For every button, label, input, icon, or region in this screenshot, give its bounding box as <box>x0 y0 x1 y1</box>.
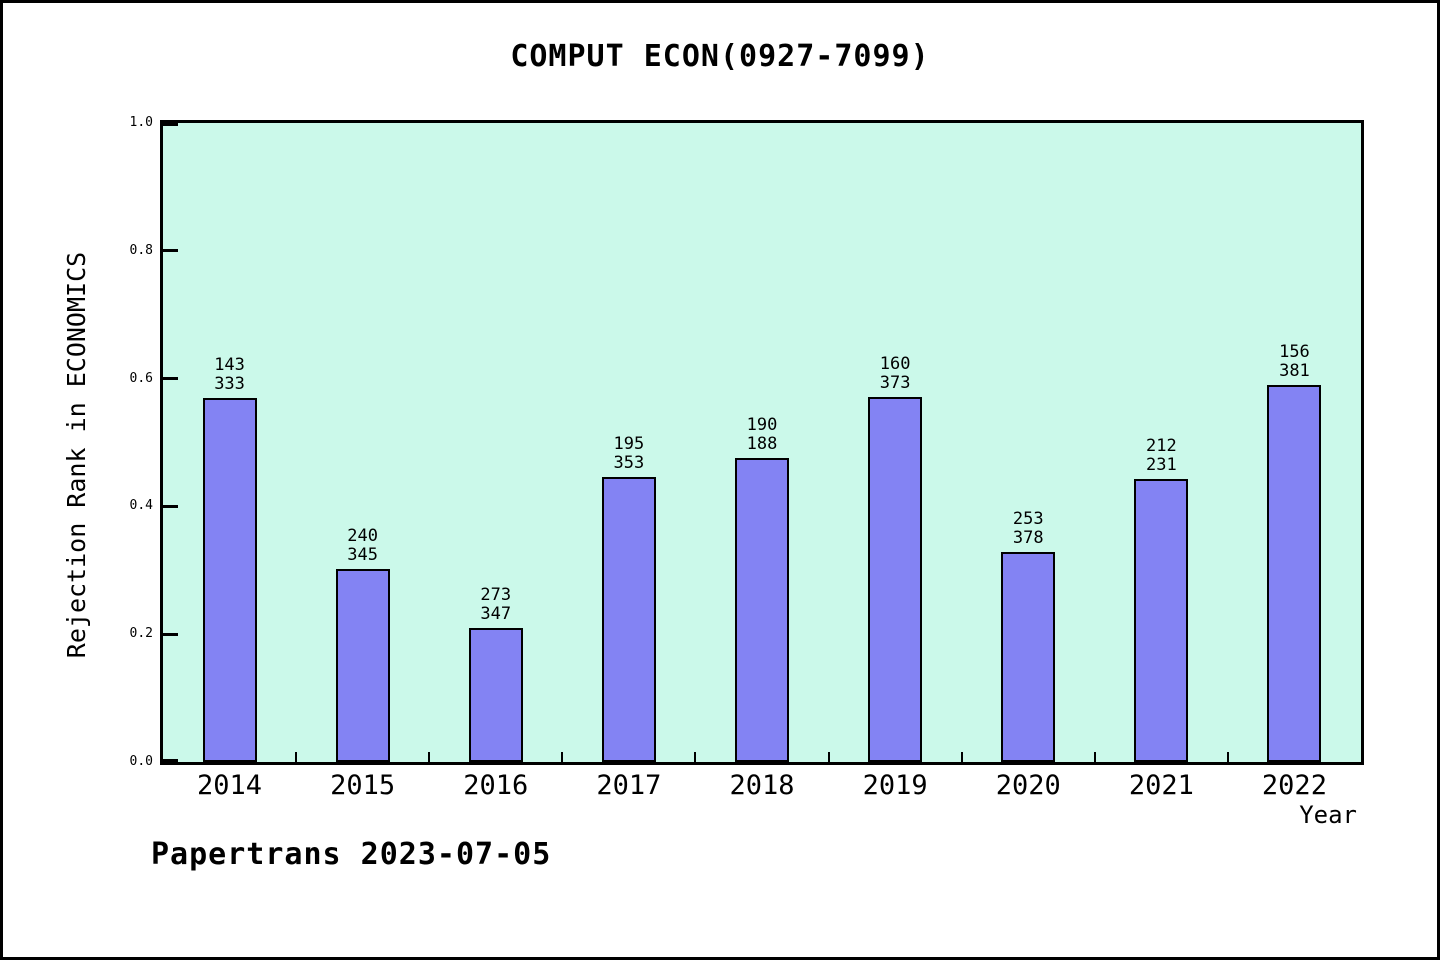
x-tick-label-2018: 2018 <box>729 770 795 801</box>
x-axis-title: Year <box>1299 801 1357 829</box>
chart-title: COMPUT ECON(0927-7099) <box>510 39 930 74</box>
x-minor-tick <box>827 752 830 762</box>
x-tick-label-2016: 2016 <box>463 770 529 801</box>
watermark-footer: Papertrans 2023-07-05 <box>151 837 552 872</box>
x-minor-tick <box>960 752 963 762</box>
bar-value-label-2015: 240 345 <box>347 526 379 566</box>
x-minor-tick <box>561 752 564 762</box>
x-minor-tick <box>1226 752 1229 762</box>
bar-2021 <box>1134 478 1189 762</box>
y-tick-mark-0.0 <box>163 759 178 762</box>
x-minor-tick <box>295 752 298 762</box>
plot-area: 143 333 240 345 273 347 195 353 190 188 160 3… <box>160 120 1364 765</box>
bar-2022 <box>1267 385 1322 762</box>
y-tick-mark-0.6 <box>163 377 178 381</box>
y-tick-mark-1.0 <box>163 123 178 126</box>
x-tick-label-2022: 2022 <box>1261 770 1327 801</box>
bar-value-label-2016: 273 347 <box>480 584 512 624</box>
y-tick-label: 0.0 <box>129 754 153 769</box>
x-minor-tick <box>428 752 431 762</box>
bar-value-label-2014: 143 333 <box>214 354 245 394</box>
bar-2014 <box>202 397 257 762</box>
bar-value-label-2022: 156 381 <box>1279 342 1310 381</box>
y-tick-label: 0.2 <box>129 626 153 642</box>
y-tick-mark-0.2 <box>163 632 178 636</box>
y-tick-mark-0.4 <box>163 504 178 508</box>
y-tick-mark-0.8 <box>163 249 178 253</box>
y-tick-label: 0.4 <box>129 498 153 514</box>
bar-2015 <box>335 569 390 762</box>
bar-2019 <box>868 397 923 762</box>
x-tick-label-2020: 2020 <box>995 770 1061 801</box>
bar-value-label-2019: 160 373 <box>879 354 911 394</box>
x-minor-tick <box>694 752 697 762</box>
y-axis-title: Rejection Rank in ECONOMICS <box>62 251 91 659</box>
bar-2018 <box>735 457 789 762</box>
x-tick-label-2015: 2015 <box>330 770 396 801</box>
x-minor-tick <box>1093 752 1096 762</box>
y-tick-label: 0.6 <box>129 370 153 386</box>
bar-2016 <box>468 627 523 762</box>
x-tick-label-2021: 2021 <box>1128 770 1194 801</box>
y-tick-label: 1.0 <box>129 115 153 130</box>
bar-value-label-2017: 195 353 <box>613 434 645 474</box>
bar-2017 <box>601 477 656 762</box>
x-tick-label-2014: 2014 <box>197 770 263 801</box>
y-tick-label: 0.8 <box>129 242 153 258</box>
bar-value-label-2018: 190 188 <box>746 414 778 454</box>
x-tick-label-2019: 2019 <box>862 770 928 801</box>
x-tick-label-2017: 2017 <box>596 770 662 801</box>
bar-value-label-2021: 212 231 <box>1145 435 1177 475</box>
bar-value-label-2020: 253 378 <box>1012 509 1044 549</box>
bar-2020 <box>1001 552 1056 762</box>
